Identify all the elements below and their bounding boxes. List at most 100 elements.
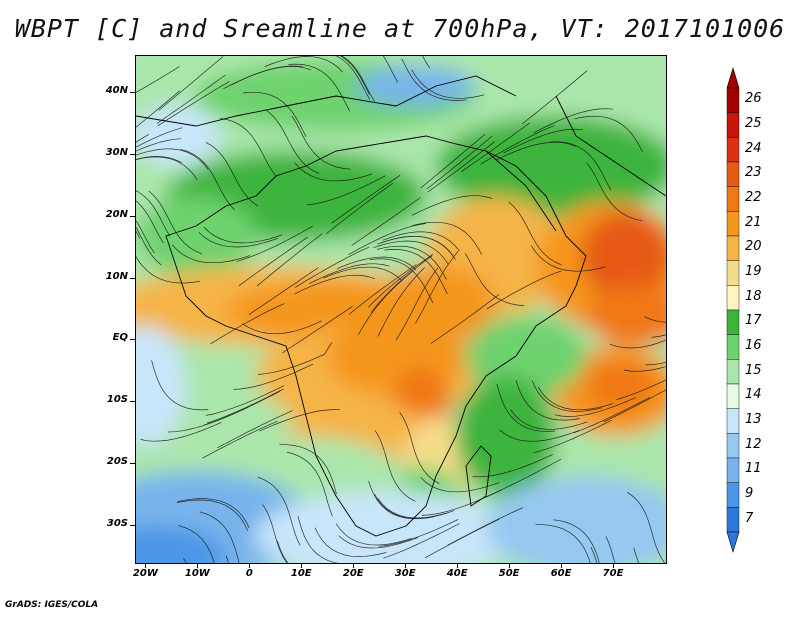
- colorbar-label: 20: [745, 239, 762, 255]
- streamline: [217, 410, 293, 449]
- colorbar-bottom-arrow: [726, 531, 740, 554]
- streamline: [203, 390, 281, 426]
- streamline: [424, 518, 500, 559]
- colorbar-label: 16: [745, 338, 762, 353]
- streamline: [395, 267, 439, 341]
- streamline: [574, 115, 643, 153]
- streamline: [422, 489, 502, 516]
- streamline: [533, 108, 614, 134]
- lon-tick: [301, 563, 303, 568]
- streamline: [335, 523, 412, 546]
- colorbar-segment: [726, 137, 740, 163]
- colorbar: [726, 66, 740, 554]
- streamline: [605, 536, 616, 563]
- streamline: [203, 226, 283, 244]
- streamline: [136, 226, 162, 266]
- streamline: [633, 547, 640, 563]
- lat-tick: [130, 524, 135, 526]
- streamline: [202, 420, 278, 459]
- streamline: [603, 389, 666, 423]
- grads-credit: GrADS: IGES/COLA: [5, 600, 99, 610]
- streamline: [644, 316, 666, 323]
- colorbar-label: 9: [745, 486, 754, 501]
- colorbar-segment: [726, 260, 740, 286]
- colorbar-label: 23: [745, 165, 762, 181]
- colorbar-label: 15: [745, 362, 762, 378]
- lon-label: 10E: [290, 568, 312, 579]
- streamline: [236, 225, 313, 262]
- streamline: [136, 220, 155, 254]
- streamline: [136, 255, 201, 284]
- lon-tick: [249, 563, 251, 568]
- map-panel: [135, 55, 667, 564]
- colorbar-label: 25: [745, 116, 762, 131]
- lon-label: 0: [245, 568, 253, 579]
- colorbar-label: 24: [745, 140, 762, 156]
- streamline: [384, 249, 448, 294]
- streamline: [377, 267, 425, 337]
- lat-tick: [130, 463, 135, 465]
- streamline: [533, 420, 612, 454]
- streamline: [348, 223, 426, 255]
- lon-label: 10W: [184, 568, 210, 579]
- colorbar-segment: [726, 235, 740, 261]
- streamline: [323, 266, 403, 282]
- streamline: [535, 524, 591, 563]
- lon-tick: [145, 563, 147, 568]
- streamline: [243, 91, 307, 137]
- streamline: [294, 274, 376, 295]
- streamline: [241, 320, 322, 335]
- streamline: [136, 66, 180, 93]
- streamline: [156, 74, 226, 124]
- map-title: WBPT [C] and Sreamline at 700hPa, VT: 20…: [14, 14, 786, 43]
- streamline: [178, 525, 215, 563]
- streamline: [626, 491, 666, 563]
- lon-label: 30E: [394, 568, 416, 579]
- streamline: [472, 454, 553, 478]
- streamline: [248, 267, 319, 315]
- lat-label: 30S: [106, 517, 128, 529]
- streamline: [373, 240, 449, 265]
- streamline: [340, 56, 370, 95]
- colorbar-label: 7: [745, 510, 754, 526]
- lon-label: 20W: [132, 568, 158, 579]
- lon-label: 70E: [602, 568, 624, 579]
- streamline: [136, 190, 171, 237]
- streamline: [464, 253, 525, 306]
- streamline: [531, 380, 603, 412]
- colorbar-segment: [726, 482, 740, 508]
- colorbar-segment: [726, 507, 740, 533]
- streamline: [205, 141, 259, 207]
- streamline: [176, 499, 248, 531]
- streamline: [282, 306, 353, 354]
- streamline: [486, 270, 562, 310]
- streamline: [651, 334, 666, 338]
- streamline: [198, 232, 279, 248]
- streamline: [503, 128, 583, 154]
- streamline: [335, 56, 371, 100]
- colorbar-segment: [726, 383, 740, 409]
- streamline: [550, 141, 612, 191]
- streamline: [521, 70, 588, 125]
- streamline: [325, 182, 394, 235]
- streamline: [307, 175, 386, 206]
- streamline: [383, 523, 460, 559]
- lat-tick: [130, 401, 135, 403]
- streamline: [447, 507, 524, 546]
- streamline: [554, 397, 636, 417]
- streamline: [530, 245, 606, 272]
- lat-tick: [130, 277, 135, 279]
- streamline: [256, 233, 323, 287]
- streamline: [369, 258, 434, 304]
- streamline: [259, 409, 340, 432]
- streamline: [461, 122, 531, 172]
- streamline: [399, 412, 440, 485]
- colorbar-label: 18: [745, 288, 762, 304]
- colorbar-label: 13: [745, 412, 762, 427]
- streamline: [210, 303, 285, 345]
- streamline: [382, 56, 399, 83]
- streamline: [420, 133, 486, 189]
- colorbar-top-arrow: [726, 66, 740, 89]
- lon-tick: [509, 563, 511, 568]
- streamline: [148, 190, 202, 255]
